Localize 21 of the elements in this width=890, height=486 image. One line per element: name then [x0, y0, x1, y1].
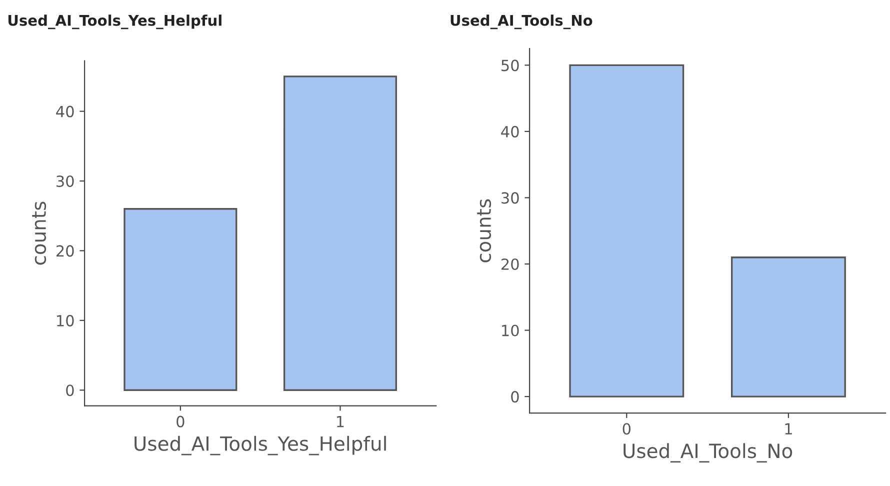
y-tick-label: 10	[57, 314, 74, 326]
y-tick-label: 30	[56, 175, 74, 188]
y-axis-title: counts	[477, 199, 492, 262]
x-tick-label: 1	[337, 416, 344, 428]
y-tick-label: 50	[502, 60, 519, 72]
x-axis-title: Used_AI_Tools_No	[624, 443, 792, 463]
chart-title: Used_AI_Tools_Yes_Helpful	[8, 14, 222, 30]
y-tick-label: 10	[502, 324, 519, 336]
y-tick-label: 40	[56, 106, 74, 118]
y-tick-label: 40	[501, 126, 519, 138]
y-tick-label: 30	[502, 192, 519, 204]
y-tick-label: 0	[66, 384, 74, 396]
y-tick-label: 20	[502, 258, 519, 270]
y-axis-title: counts	[32, 202, 46, 265]
x-tick-label: 0	[622, 423, 630, 435]
x-tick-label: 0	[176, 416, 184, 428]
y-tick-label: 20	[56, 245, 74, 257]
x-tick-label: 1	[785, 423, 792, 434]
chart-title: Used_AI_Tools_No	[450, 14, 592, 30]
x-axis-title: Used_AI_Tools_Yes_Helpful	[134, 436, 386, 456]
y-tick-label: 0	[511, 390, 519, 403]
